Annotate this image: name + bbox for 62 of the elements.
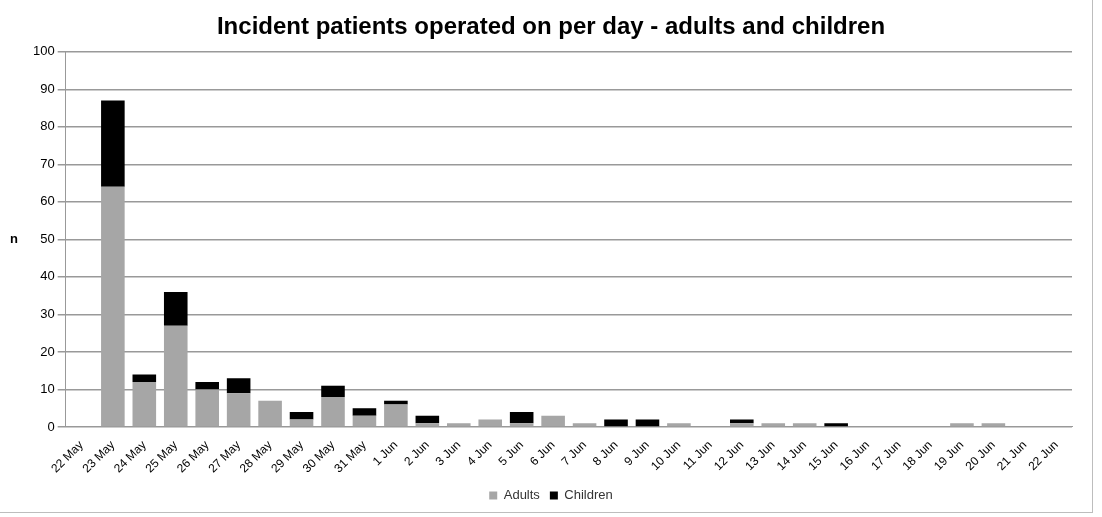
bar — [289, 411, 314, 420]
bar — [981, 423, 1006, 427]
y-tick-label: 100 — [32, 43, 55, 59]
bar — [572, 423, 597, 427]
bar — [761, 423, 786, 427]
chart-title: Incident patients operated on per day - adults and children — [216, 12, 886, 40]
bar — [226, 378, 251, 394]
bar — [101, 100, 125, 187]
bar — [730, 423, 754, 427]
x-tick-label: 5 Jun — [495, 437, 527, 469]
y-tick-label: 80 — [40, 118, 55, 134]
bar — [730, 419, 754, 424]
bar — [163, 291, 188, 326]
y-tick-label: 10 — [40, 381, 55, 397]
y-tick-label: 60 — [40, 193, 55, 209]
bar — [289, 419, 314, 427]
bar — [667, 423, 691, 427]
bar — [258, 400, 282, 427]
y-tick-label: 40 — [40, 268, 55, 284]
bar — [352, 415, 377, 427]
bar — [415, 423, 440, 427]
x-tick-label: 15 Jun — [805, 437, 841, 474]
legend-label: Adults — [503, 487, 541, 503]
bar — [321, 396, 345, 427]
bar — [509, 411, 534, 424]
x-tick-label: 7 Jun — [558, 437, 590, 469]
bar — [352, 408, 377, 416]
bar — [132, 381, 157, 427]
x-tick-label: 6 Jun — [526, 437, 558, 469]
bar — [792, 423, 817, 427]
x-tick-label: 8 Jun — [589, 437, 621, 469]
bar — [950, 423, 974, 427]
bar — [446, 423, 471, 427]
bar — [163, 325, 188, 427]
bar — [195, 381, 219, 390]
x-tick-label: 17 Jun — [868, 437, 904, 474]
bar — [101, 186, 125, 427]
y-tick-label: 30 — [40, 306, 55, 322]
bar — [604, 419, 628, 427]
x-tick-label: 3 Jun — [432, 437, 464, 469]
bar — [132, 374, 157, 382]
bar — [226, 393, 251, 427]
x-tick-label: 4 Jun — [464, 437, 495, 469]
bar — [321, 385, 345, 397]
bar — [195, 389, 219, 427]
y-tick-label: 50 — [40, 230, 55, 246]
legend-label: Children — [564, 487, 613, 503]
bar — [541, 415, 565, 427]
y-axis-title: n — [10, 230, 19, 246]
bar — [509, 423, 534, 427]
x-tick-label: 2 Jun — [401, 437, 432, 469]
x-tick-label: 1 Jun — [369, 437, 401, 469]
y-tick-label: 90 — [40, 80, 55, 96]
bar — [635, 419, 660, 427]
bar — [384, 404, 408, 427]
bar — [415, 415, 440, 424]
y-tick-label: 0 — [47, 418, 55, 434]
bar — [824, 423, 848, 427]
y-tick-label: 20 — [40, 343, 55, 359]
bar — [478, 419, 503, 427]
y-tick-label: 70 — [40, 155, 55, 171]
x-tick-label: 19 Jun — [931, 437, 967, 474]
